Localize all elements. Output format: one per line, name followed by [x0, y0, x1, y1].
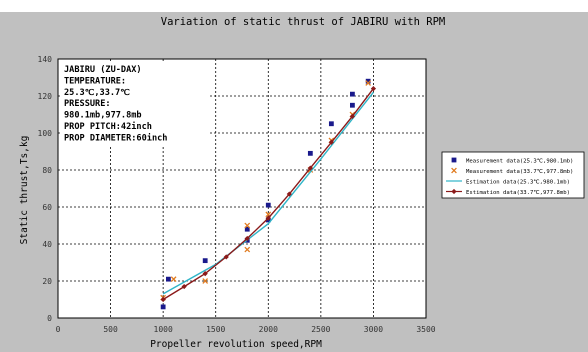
annotation-line: 25.3℃,33.7℃ [64, 87, 130, 98]
y-tick-label: 0 [47, 314, 52, 323]
data-point [350, 102, 355, 108]
data-point [265, 215, 271, 221]
cross-stroke [244, 222, 251, 229]
data-point [160, 304, 166, 310]
x-tick-label: 2500 [311, 325, 330, 334]
data-point [202, 278, 209, 284]
y-tick-label: 80 [42, 166, 52, 175]
data-point [307, 165, 313, 171]
x-tick-label: 1000 [154, 325, 173, 334]
data-point [370, 86, 377, 92]
x-axis-label: Propeller revolution speed,RPM [150, 339, 322, 350]
annotation-line: TEMPERATURE: [64, 76, 126, 86]
data-point [202, 258, 208, 264]
x-tick-label: 500 [103, 325, 118, 334]
data-point [328, 121, 334, 127]
top-crop-strip [0, 0, 588, 12]
data-point [286, 191, 292, 197]
x-tick-label: 3000 [364, 325, 383, 334]
data-point [328, 139, 334, 145]
x-tick-label: 1500 [206, 325, 225, 334]
data-point [244, 226, 250, 232]
y-tick-label: 100 [38, 129, 53, 138]
series-4 [160, 86, 377, 303]
y-tick-label: 60 [42, 203, 52, 212]
x-tick-label: 3500 [416, 325, 435, 334]
legend-label: Measurement data(25.3℃,980.1mb) [466, 158, 573, 164]
legend-label: Estimation data(25.3℃,980.1mb) [466, 179, 570, 185]
data-point [166, 276, 171, 282]
data-point [223, 254, 229, 260]
chart-title: Variation of static thrust of JABIRU wit… [161, 16, 445, 28]
legend-item: Measurement data(33.7℃,977.8mb) [451, 167, 573, 175]
cross-stroke [244, 246, 251, 253]
y-tick-label: 40 [42, 240, 52, 249]
data-point [202, 271, 208, 277]
legend-label: Measurement data(33.7℃,977.8mb) [466, 169, 573, 175]
legend-item: Estimation data(25.3℃,980.1mb) [446, 179, 570, 185]
legend-box [441, 151, 585, 199]
y-tick-label: 20 [42, 277, 52, 286]
cross-stroke [170, 276, 177, 283]
legend-marker [451, 167, 457, 174]
data-point [244, 235, 250, 242]
axis-ticks: 0 500 1000 1500 2000 2500 3000 3500 0 20 40 60 80 100… [38, 55, 436, 334]
data-point [307, 150, 313, 156]
cross-stroke [365, 80, 372, 86]
data-point [350, 91, 355, 97]
y-tick-label: 140 [38, 55, 53, 64]
x-tick-label: 2000 [259, 325, 278, 334]
legend-label: Estimation data(33.7℃,977.8mb) [466, 190, 570, 196]
legend-marker [451, 157, 457, 163]
data-point [181, 283, 187, 290]
legend: Measurement data(25.3℃,980.1mb) Measureme… [446, 157, 573, 196]
data-point [265, 202, 271, 208]
x-tick-label: 0 [56, 325, 61, 334]
series-line [162, 91, 374, 295]
legend-item: Estimation data(33.7℃,977.8mb) [446, 188, 570, 196]
cross-stroke [451, 167, 457, 174]
cross-stroke [265, 211, 272, 218]
data-point [244, 222, 251, 229]
data-point [365, 78, 371, 84]
data-point [349, 113, 355, 119]
y-axis-label: Static thrust,Ts,kg [19, 136, 30, 245]
y-tick-label: 120 [38, 92, 53, 101]
cross-stroke [202, 278, 209, 284]
series-3 [162, 91, 374, 295]
data-point [365, 80, 372, 86]
legend-marker [451, 188, 457, 195]
annotation-line: JABIRU (ZU-DAX) [64, 65, 142, 75]
data-point [244, 246, 251, 253]
annotation-box [62, 61, 208, 145]
annotation-line: PROP PITCH:42inch [64, 121, 152, 132]
annotation-line: 980.1mb,977.8mb [64, 111, 142, 121]
data-point [160, 296, 166, 303]
annotation-text: JABIRU (ZU-DAX)TEMPERATURE:25.3℃,33.7℃PR… [64, 65, 167, 143]
legend-item: Measurement data(25.3℃,980.1mb) [451, 157, 573, 164]
data-point [170, 276, 177, 283]
annotation-line: PROP DIAMETER:60inch [64, 132, 167, 143]
series-layer [160, 78, 377, 310]
annotation-line: PRESSURE: [64, 99, 111, 109]
